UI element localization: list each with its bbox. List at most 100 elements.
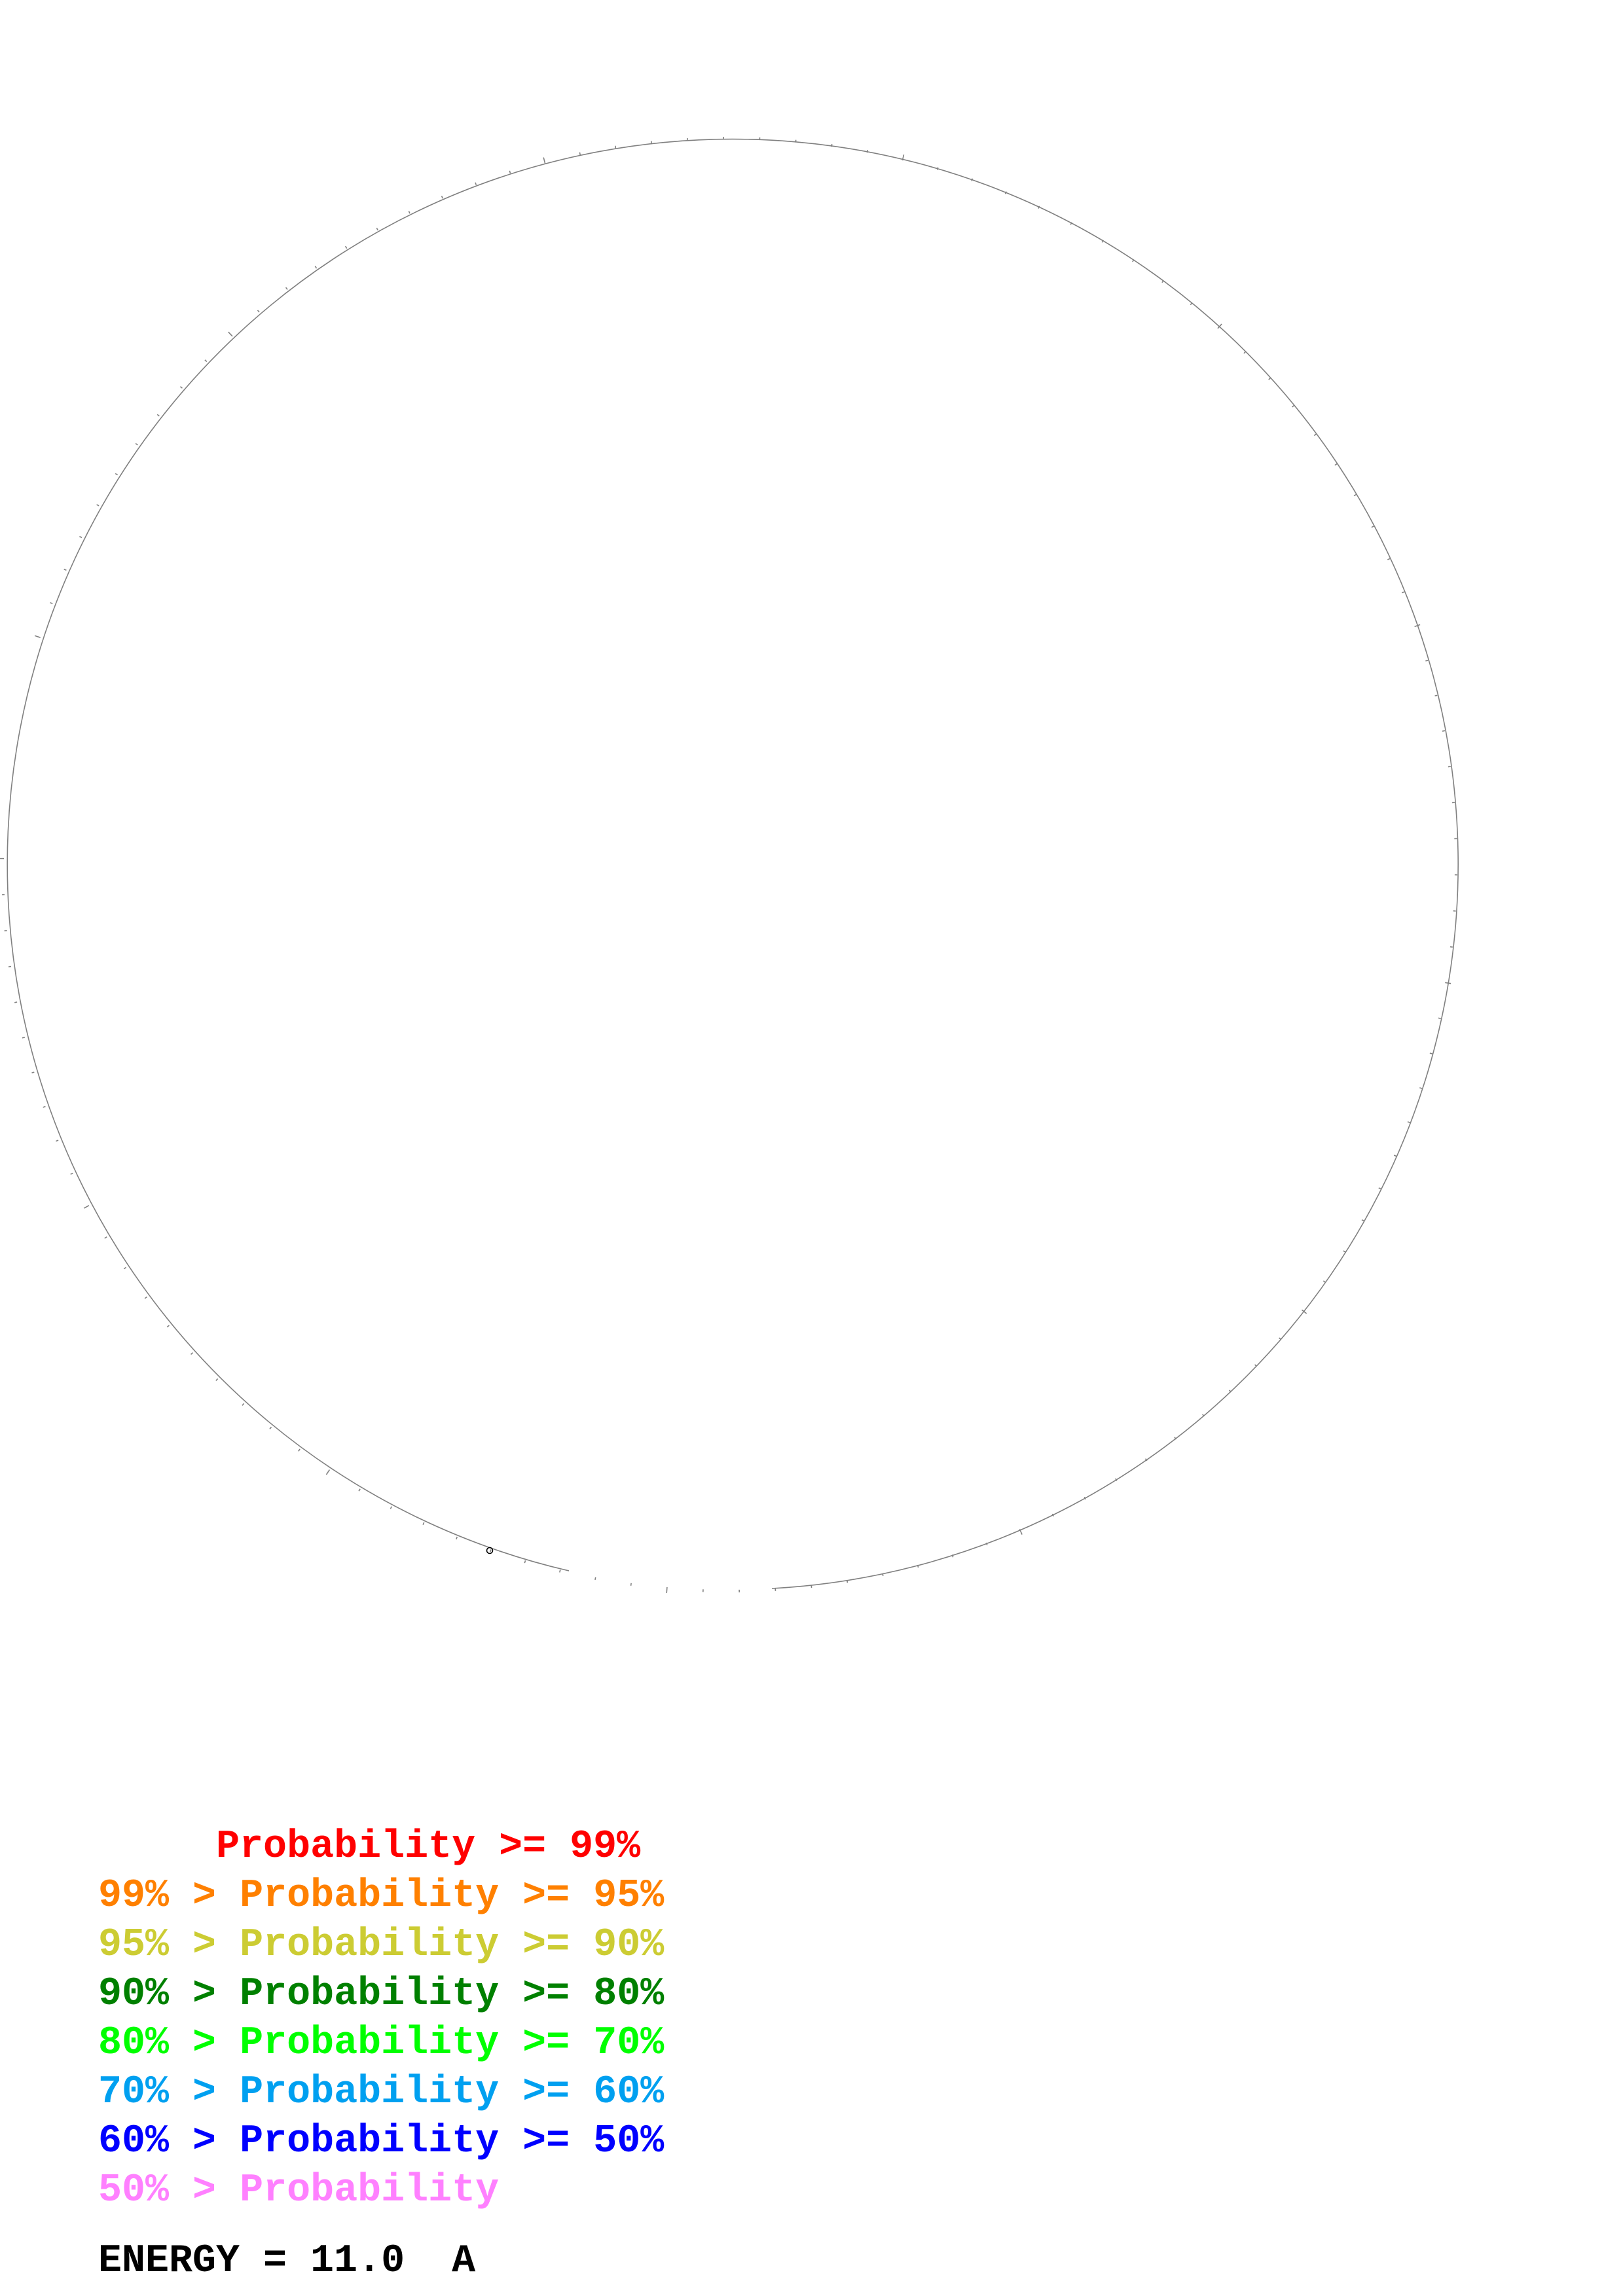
nucleotide-ticks: [0, 136, 1457, 1593]
nucleotide-tick: [1254, 1364, 1258, 1367]
legend-gap: [216, 1874, 240, 1918]
legend-label: Probability: [240, 2070, 500, 2115]
legend-lower: 50%: [98, 2168, 170, 2213]
nucleotide-tick: [1434, 694, 1438, 696]
nucleotide-tick: [1450, 946, 1453, 948]
nucleotide-tick: [847, 1580, 848, 1583]
legend-lower: 99%: [98, 1874, 170, 1918]
legend-gap: [169, 2119, 192, 2164]
legend-row-prob-below-50: 50% > Probability: [98, 2166, 818, 2215]
nucleotide-tick: [190, 1352, 194, 1355]
legend-lower: 60%: [98, 2119, 170, 2164]
legend-label: Probability: [216, 1825, 476, 1869]
nucleotide-tick: [1322, 1280, 1326, 1283]
legend-label: Probability: [240, 2168, 500, 2213]
nucleotide-tick: [1361, 1219, 1364, 1222]
nucleotide-tick: [594, 1577, 596, 1581]
legend-row-prob-99: Probability >= 99%: [98, 1823, 818, 1872]
nucleotide-tick: [1445, 982, 1451, 984]
legend-upper: >= 50%: [522, 2119, 665, 2164]
legend-upper: >= 90%: [522, 1923, 665, 1967]
legend-gap: [98, 1825, 192, 1869]
nucleotide-tick: [156, 414, 160, 417]
nucleotide-tick: [1144, 1458, 1148, 1462]
nucleotide-tick: [524, 1560, 526, 1564]
legend-row-prob-60: 70% > Probability >= 60%: [98, 2068, 818, 2117]
nucleotide-tick: [325, 1469, 331, 1475]
legend-label: Probability: [240, 2119, 500, 2164]
nucleotide-tick: [1019, 1528, 1023, 1535]
legend-lower: 95%: [98, 1923, 170, 1967]
nucleotide-tick: [1353, 493, 1357, 497]
nucleotide-tick: [1442, 730, 1446, 732]
legend-sep: >: [192, 2119, 217, 2164]
nucleotide-tick: [1243, 351, 1247, 354]
legend-row-prob-90: 95% > Probability >= 90%: [98, 1921, 818, 1970]
legend-upper: >= 99%: [499, 1825, 641, 1869]
legend-gap: [499, 1923, 522, 1967]
nucleotide-tick: [1448, 766, 1451, 768]
nucleotide-tick: [56, 1139, 59, 1142]
legend-lower: 70%: [98, 2070, 170, 2115]
nucleotide-tick: [1051, 1513, 1055, 1516]
legend-gap: [499, 2021, 522, 2066]
nucleotide-tick: [1429, 1052, 1433, 1054]
nucleotide-tick: [179, 386, 183, 389]
legend-gap: [169, 1972, 192, 2017]
nucleotide-tick: [489, 1549, 492, 1552]
nucleotide-tick: [14, 1001, 18, 1003]
legend-gap: [169, 1923, 192, 1967]
legend-sep: >: [192, 1874, 217, 1918]
nucleotide-tick: [579, 152, 581, 155]
nucleotide-tick: [285, 287, 288, 290]
legend-gap: [169, 2070, 192, 2115]
nucleotide-tick: [34, 635, 41, 638]
nucleotide-tick: [615, 145, 617, 149]
nucleotide-tick: [135, 442, 138, 446]
legend-sep: >: [192, 1923, 217, 1967]
energy-gap: [405, 2239, 452, 2284]
legend-gap: [169, 2168, 192, 2213]
nucleotide-tick: [1279, 1337, 1282, 1340]
nucleotide-tick: [242, 1403, 245, 1406]
nucleotide-tick: [204, 359, 208, 363]
energy-unit: A: [452, 2239, 476, 2284]
nucleotide-tick: [64, 568, 67, 571]
nucleotide-tick: [1387, 558, 1391, 560]
nucleotide-tick: [408, 211, 410, 214]
nucleotide-tick: [1371, 526, 1374, 528]
nucleotide-tick: [1313, 433, 1317, 437]
nucleotide-tick: [1174, 1437, 1177, 1440]
legend-gap: [216, 1923, 240, 1967]
nucleotide-tick: [358, 1488, 361, 1492]
nucleotide-tick: [902, 154, 905, 161]
nucleotide-tick: [1378, 1187, 1381, 1190]
legend-gap: [216, 2168, 240, 2213]
legend-gap: [169, 1874, 192, 1918]
nucleotide-tick: [917, 1564, 919, 1568]
nucleotide-tick: [1084, 1496, 1086, 1500]
nucleotide-tick: [1004, 191, 1007, 194]
nucleotide-tick: [543, 157, 546, 164]
legend-sep: >: [192, 2070, 217, 2115]
legend-row-prob-95: 99% > Probability >= 95%: [98, 1872, 818, 1921]
nucleotide-tick: [866, 150, 868, 153]
legend-gap: [216, 2070, 240, 2115]
nucleotide-tick: [666, 1587, 668, 1593]
start-marker: [486, 1547, 494, 1554]
legend-gap: [169, 2021, 192, 2066]
legend-gap: [499, 2070, 522, 2115]
energy-label: ENERGY = 11.0 A: [98, 2238, 475, 2284]
legend-label: Probability: [240, 1923, 500, 1967]
nucleotide-tick: [1393, 1155, 1397, 1157]
nucleotide-tick: [1268, 377, 1271, 380]
nucleotide-tick: [104, 1236, 107, 1239]
nucleotide-tick: [1070, 222, 1072, 225]
nucleotide-tick: [1190, 302, 1193, 306]
nucleotide-tick: [31, 1071, 35, 1073]
nucleotide-tick: [630, 1583, 632, 1586]
legend-label: Probability: [240, 1874, 500, 1918]
nucleotide-tick: [115, 473, 119, 476]
nucleotide-tick: [257, 310, 260, 313]
legend-gap: [216, 2021, 240, 2066]
